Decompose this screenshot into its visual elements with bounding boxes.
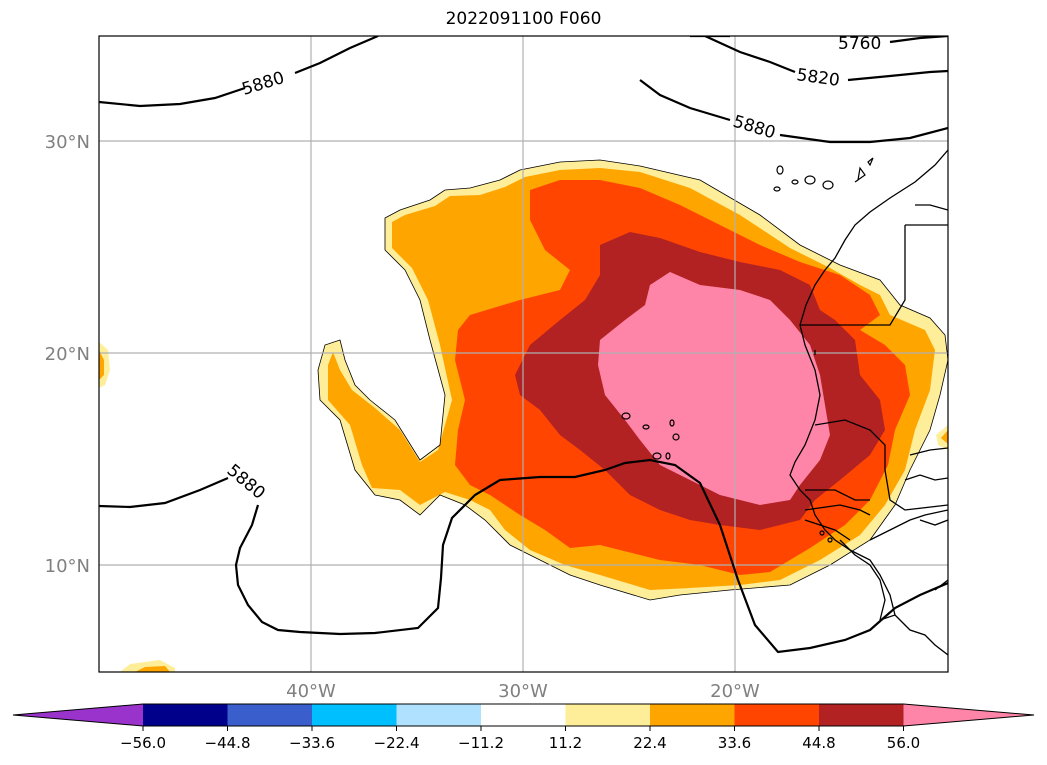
colorbar-tick-label: −22.4 (374, 734, 420, 752)
lon-label-40w: 40°W (286, 681, 336, 702)
anomaly-outline (317, 159, 948, 601)
lat-label-20n: 20°N (45, 344, 90, 365)
contour-label: 5880 (240, 68, 287, 100)
colorbar-tick-label: 44.8 (802, 734, 835, 752)
islands (621, 157, 874, 543)
contour-label: 5820 (795, 65, 841, 91)
colorbar-tick-label: −33.6 (289, 734, 335, 752)
colorbar-segment (565, 704, 651, 726)
colorbar-tick-label: −56.0 (120, 734, 166, 752)
map-panel: 5760 5820 5880 5880 5880 (99, 34, 948, 672)
latitude-labels: 30°N 20°N 10°N (45, 132, 90, 577)
lat-label-30n: 30°N (45, 132, 90, 153)
colorbar-tick-label: −44.8 (205, 734, 251, 752)
colorbar-segment (650, 704, 735, 726)
coastlines (789, 149, 948, 656)
gridlines (99, 36, 948, 672)
lon-label-30w: 30°W (498, 681, 548, 702)
colorbar-segment (734, 704, 820, 726)
colorbar-tick-label: 11.2 (549, 734, 582, 752)
map-title: 2022091100 F060 (445, 9, 602, 29)
colorbar-segment (227, 704, 313, 726)
colorbar-segment (143, 704, 228, 726)
colorbar-extension-low (13, 704, 143, 726)
lat-label-10n: 10°N (45, 556, 90, 577)
colorbar-segment (819, 704, 904, 726)
colorbar-tick-label: −11.2 (458, 734, 504, 752)
colorbar-segment (312, 704, 397, 726)
colorbar-tick-label: 22.4 (633, 734, 666, 752)
map-frame (98, 35, 949, 673)
lon-label-20w: 20°W (710, 681, 760, 702)
geopotential-contours (99, 36, 948, 654)
contour-label: 5880 (731, 112, 778, 144)
fill-blob-west-core (99, 350, 104, 380)
colorbar: −56.0 −44.8 −33.6 −22.4 −11.2 11.2 22.4 33.6 44.… (12, 703, 1035, 752)
contour-label: 5880 (223, 461, 269, 504)
colorbar-tick-label: 33.6 (718, 734, 751, 752)
fill-blob-southwest-core (135, 666, 170, 672)
fill-level-56-0 (598, 272, 830, 505)
colorbar-segment (396, 704, 482, 726)
colorbar-tick-label: 56.0 (887, 734, 920, 752)
longitude-labels: 40°W 30°W 20°W (286, 681, 760, 702)
fill-blob-east-core (941, 430, 948, 444)
colorbar-extension-high (903, 704, 1034, 726)
contour-label: 5760 (838, 34, 881, 54)
colorbar-segment (481, 704, 566, 726)
